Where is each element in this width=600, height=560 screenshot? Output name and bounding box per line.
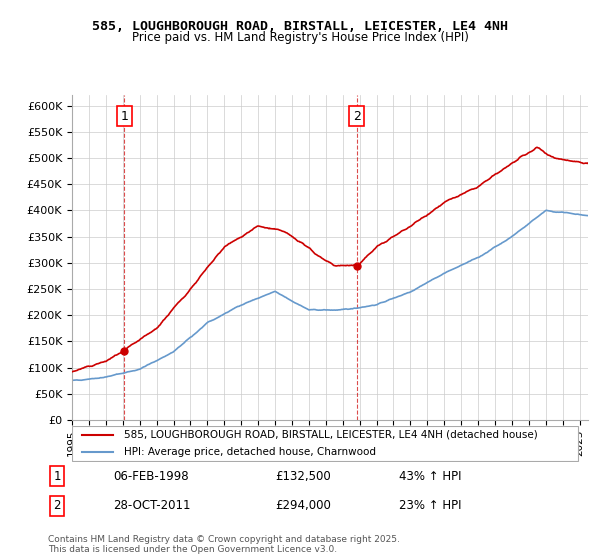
Text: 1: 1: [121, 110, 128, 123]
Text: 06-FEB-1998: 06-FEB-1998: [113, 470, 188, 483]
Text: HPI: Average price, detached house, Charnwood: HPI: Average price, detached house, Char…: [124, 447, 376, 457]
Text: 28-OCT-2011: 28-OCT-2011: [113, 500, 190, 512]
Text: 585, LOUGHBOROUGH ROAD, BIRSTALL, LEICESTER, LE4 4NH (detached house): 585, LOUGHBOROUGH ROAD, BIRSTALL, LEICES…: [124, 430, 538, 440]
Text: 585, LOUGHBOROUGH ROAD, BIRSTALL, LEICESTER, LE4 4NH: 585, LOUGHBOROUGH ROAD, BIRSTALL, LEICES…: [92, 20, 508, 32]
Text: 1: 1: [53, 470, 61, 483]
Text: £132,500: £132,500: [275, 470, 331, 483]
Text: 2: 2: [53, 500, 61, 512]
Text: 2: 2: [353, 110, 361, 123]
Text: Contains HM Land Registry data © Crown copyright and database right 2025.
This d: Contains HM Land Registry data © Crown c…: [48, 535, 400, 554]
Text: Price paid vs. HM Land Registry's House Price Index (HPI): Price paid vs. HM Land Registry's House …: [131, 31, 469, 44]
FancyBboxPatch shape: [72, 426, 578, 461]
Text: £294,000: £294,000: [275, 500, 331, 512]
Text: 23% ↑ HPI: 23% ↑ HPI: [399, 500, 461, 512]
Text: 43% ↑ HPI: 43% ↑ HPI: [399, 470, 461, 483]
